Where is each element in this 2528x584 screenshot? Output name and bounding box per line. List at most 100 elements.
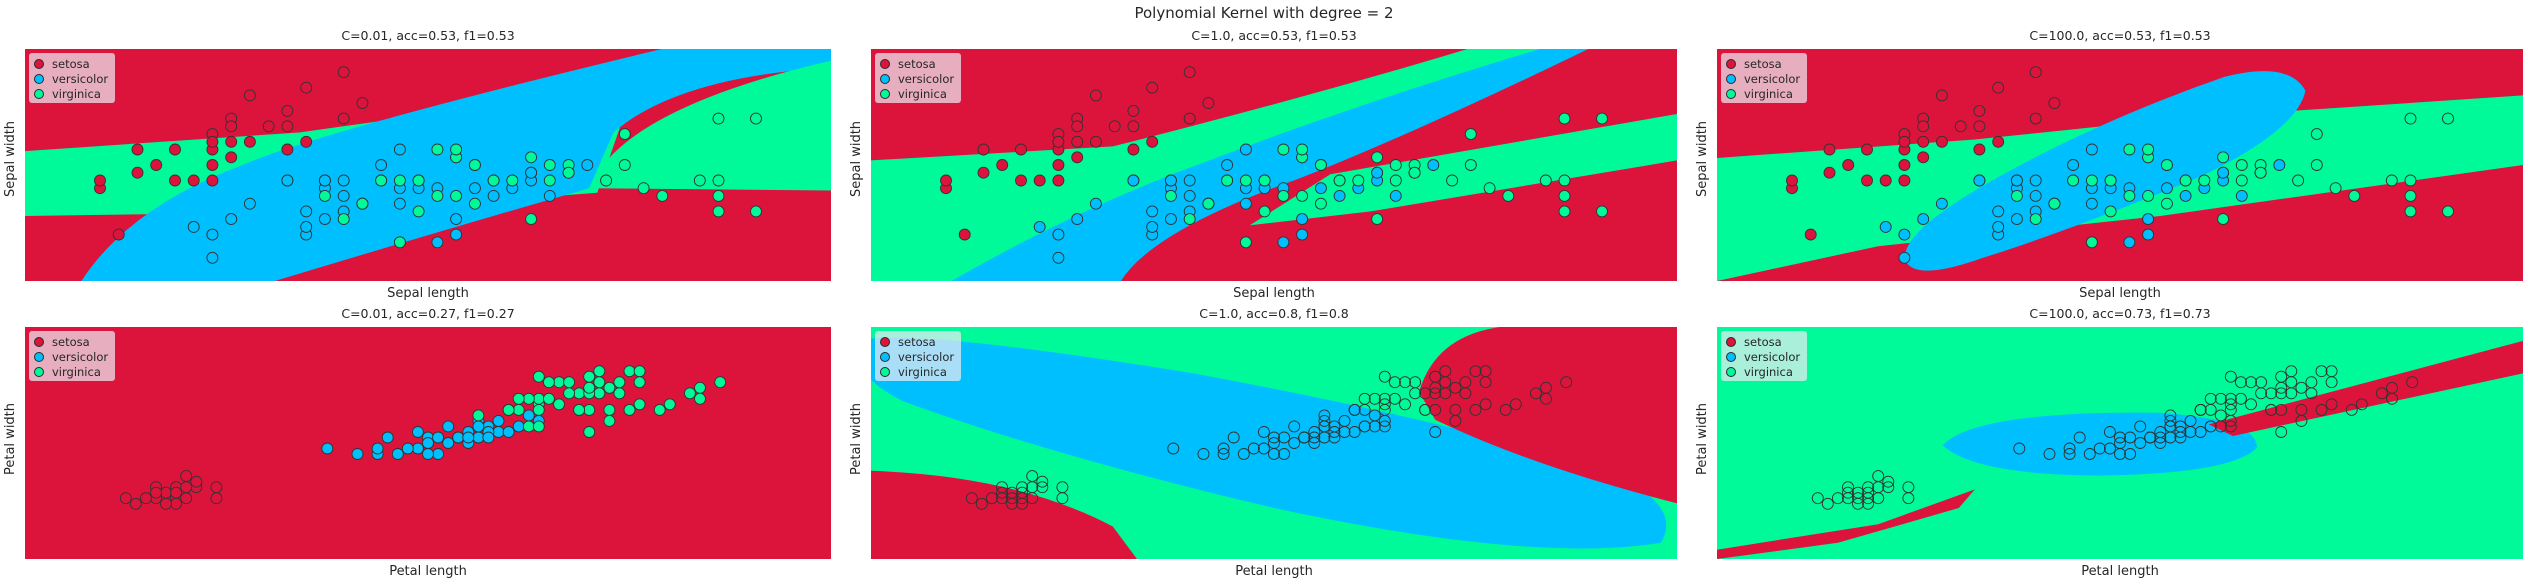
data-point-versicolor	[2204, 420, 2217, 433]
data-point-versicolor	[1328, 431, 1341, 444]
subplot-title: C=0.01, acc=0.53, f1=0.53	[341, 28, 515, 43]
data-point-virginica	[2325, 398, 2338, 411]
data-point-virginica	[472, 409, 485, 422]
data-point-virginica	[1596, 112, 1608, 125]
data-point-virginica	[2235, 174, 2248, 187]
data-point-virginica	[2275, 426, 2288, 438]
data-point-versicolor	[2114, 437, 2126, 449]
data-point-versicolor	[1071, 213, 1084, 226]
data-point-setosa	[243, 135, 256, 148]
legend-marker-icon	[34, 336, 44, 347]
data-point-virginica	[1558, 189, 1571, 202]
data-point-virginica	[1558, 174, 1571, 187]
data-point-versicolor	[1277, 236, 1290, 249]
data-point-virginica	[1183, 213, 1196, 226]
data-point-versicolor	[1333, 189, 1346, 202]
data-point-virginica	[1449, 414, 1462, 427]
data-point-virginica	[694, 381, 706, 394]
data-point-virginica	[2265, 403, 2278, 416]
data-point-setosa	[210, 492, 223, 505]
data-point-virginica	[663, 398, 676, 411]
data-point-setosa	[1882, 475, 1895, 488]
data-point-setosa	[1108, 120, 1121, 133]
data-point-versicolor	[1164, 213, 1177, 226]
legend: setosa versicolor virginica	[1721, 331, 1808, 381]
data-point-versicolor	[1288, 437, 1301, 449]
data-point-setosa	[1016, 486, 1029, 499]
data-point-setosa	[1127, 104, 1140, 117]
data-point-versicolor	[1164, 174, 1177, 187]
data-point-virginica	[1389, 159, 1402, 171]
data-point-setosa	[180, 470, 193, 483]
data-point-virginica	[2255, 376, 2268, 389]
data-point-setosa	[996, 481, 1008, 494]
data-point-virginica	[1419, 387, 1432, 400]
legend-label: versicolor	[52, 349, 109, 364]
data-point-setosa	[1811, 492, 1824, 505]
data-point-virginica	[1378, 420, 1391, 433]
data-point-versicolor	[2043, 448, 2056, 460]
data-point-setosa	[139, 492, 152, 505]
data-point-setosa	[965, 492, 978, 505]
data-point-virginica	[593, 387, 606, 400]
data-point-virginica	[1277, 143, 1290, 156]
data-point-versicolor	[1898, 251, 1911, 264]
y-axis-label: Sepal width	[1695, 120, 1710, 197]
data-point-virginica	[1449, 381, 1462, 394]
data-point-virginica	[1596, 205, 1608, 218]
data-point-virginica	[613, 376, 626, 389]
data-point-virginica	[543, 174, 556, 187]
data-point-virginica	[1368, 420, 1381, 433]
data-point-versicolor	[1247, 442, 1260, 455]
data-point-virginica	[573, 387, 586, 400]
data-point-versicolor	[1278, 448, 1291, 460]
data-point-setosa	[1127, 120, 1140, 133]
data-point-virginica	[1239, 174, 1252, 187]
data-point-virginica	[450, 143, 463, 156]
data-point-versicolor	[1237, 448, 1250, 460]
data-point-virginica	[532, 370, 545, 383]
data-point-versicolor	[225, 213, 238, 226]
legend-label: setosa	[898, 334, 936, 349]
data-point-virginica	[2404, 205, 2417, 218]
data-point-setosa	[1127, 143, 1140, 156]
data-point-virginica	[618, 159, 631, 171]
legend-label: versicolor	[898, 349, 955, 364]
data-point-virginica	[2224, 398, 2237, 411]
data-point-virginica	[2104, 174, 2117, 187]
data-point-versicolor	[1257, 426, 1270, 438]
legend: setosa versicolor virginica	[875, 53, 962, 103]
data-point-versicolor	[492, 426, 505, 438]
data-point-versicolor	[1089, 197, 1102, 210]
data-point-virginica	[1277, 189, 1290, 202]
data-point-versicolor	[1052, 228, 1065, 241]
data-point-versicolor	[300, 220, 313, 233]
legend-item-virginica: virginica	[34, 86, 108, 101]
data-point-setosa	[1862, 486, 1875, 499]
data-point-virginica	[2194, 403, 2207, 416]
data-point-virginica	[2224, 370, 2237, 383]
data-point-setosa	[1026, 481, 1039, 494]
legend-label: virginica	[52, 364, 101, 379]
data-point-virginica	[633, 376, 646, 389]
data-point-virginica	[563, 376, 576, 389]
data-point-versicolor	[502, 426, 515, 438]
data-point-setosa	[1852, 497, 1864, 510]
data-point-virginica	[1483, 182, 1496, 195]
data-point-versicolor	[422, 448, 434, 460]
data-point-virginica	[450, 189, 463, 202]
legend-label: versicolor	[52, 71, 109, 86]
data-point-setosa	[187, 174, 200, 187]
data-point-virginica	[512, 392, 525, 405]
data-point-versicolor	[206, 251, 219, 264]
data-point-versicolor	[431, 236, 444, 249]
data-point-versicolor	[1318, 414, 1331, 427]
data-point-virginica	[562, 166, 575, 179]
data-point-virginica	[487, 174, 500, 187]
data-point-virginica	[1439, 387, 1452, 400]
data-point-virginica	[2085, 236, 2098, 249]
data-point-virginica	[1239, 236, 1252, 249]
data-point-versicolor	[2217, 166, 2230, 179]
data-point-setosa	[985, 492, 998, 505]
data-point-virginica	[593, 376, 606, 389]
